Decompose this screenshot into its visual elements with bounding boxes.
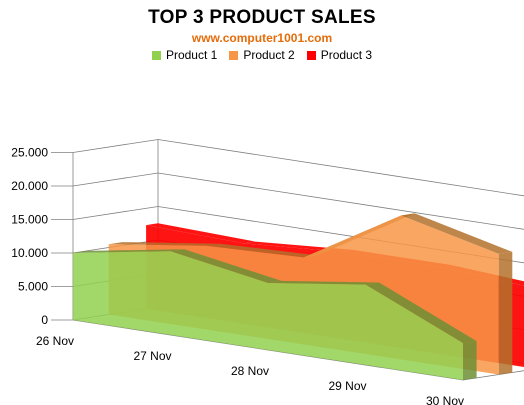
x-tick-label: 30 Nov (426, 394, 464, 405)
area-top-segment (170, 249, 282, 283)
legend: Product 1 Product 2 Product 3 (0, 48, 524, 62)
x-tick-label: 27 Nov (133, 349, 171, 363)
x-tick-label: 26 Nov (36, 334, 74, 348)
legend-swatch-product-1 (151, 50, 161, 60)
x-tick-label: 29 Nov (328, 379, 366, 393)
legend-label-product-3: Product 3 (320, 48, 373, 62)
y-tick-label: 25.000 (11, 146, 48, 160)
legend-swatch-product-3 (306, 50, 316, 60)
legend-item-product-1: Product 1 (151, 48, 218, 62)
area-top-segment (365, 282, 477, 344)
legend-label-product-1: Product 1 (165, 48, 218, 62)
legend-swatch-product-2 (229, 50, 239, 60)
area-end-cap (463, 341, 477, 380)
y-tick-label: 5.000 (18, 280, 48, 294)
area-top-segment (73, 249, 185, 253)
y-tick-label: 0 (41, 313, 48, 327)
legend-item-product-2: Product 2 (229, 48, 295, 62)
area-front-face (73, 251, 463, 380)
x-tick-label: 28 Nov (231, 364, 269, 378)
chart-subtitle: www.computer1001.com (191, 31, 333, 45)
gridline (72, 139, 524, 197)
area-top-segment (146, 223, 256, 244)
y-tick-label: 10.000 (11, 246, 48, 260)
series-product-1 (73, 249, 477, 380)
area-top-segment (108, 242, 220, 246)
y-tick-label: 15.000 (11, 213, 48, 227)
chart-title: TOP 3 PRODUCT SALES (148, 7, 376, 28)
area-end-cap (498, 251, 513, 375)
area-top-segment (268, 280, 380, 285)
area-top-segment (206, 243, 318, 258)
x-axis-labels: 26 Nov 27 Nov 28 Nov 29 Nov 30 Nov (36, 334, 464, 405)
y-axis-labels: 0 5.000 10.000 15.000 20.000 25.000 (11, 146, 73, 327)
area-top-segment (401, 213, 513, 254)
series-layer (73, 213, 524, 380)
gridline (72, 172, 524, 230)
legend-label-product-2: Product 2 (243, 48, 295, 62)
y-tick-label: 20.000 (11, 179, 48, 193)
legend-item-product-3: Product 3 (306, 48, 373, 62)
